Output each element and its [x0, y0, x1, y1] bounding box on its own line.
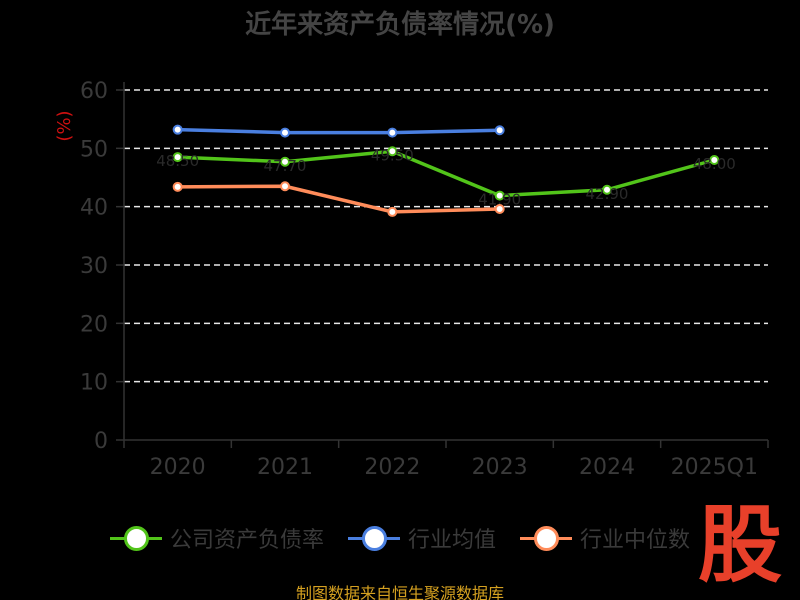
legend-item[interactable]: 行业均值: [347, 522, 496, 554]
series-line: [177, 127, 500, 135]
data-point: [280, 181, 290, 192]
series-line: [177, 184, 500, 214]
y-tick-label: 50: [80, 137, 108, 162]
legend-marker: [361, 526, 387, 551]
legend-item[interactable]: 公司资产负债率: [109, 522, 324, 554]
data-label: 42.90: [586, 185, 629, 203]
x-tick-label: 2020: [150, 455, 206, 480]
legend-label: 公司资产负债率: [169, 528, 324, 553]
series-line: [177, 149, 715, 198]
data-label: 48.00: [693, 155, 736, 173]
watermark-logo: 股: [697, 496, 782, 594]
data-point: [387, 127, 398, 138]
y-tick-label: 40: [80, 196, 108, 221]
data-label: 41.90: [478, 191, 521, 209]
data-label: 48.50: [156, 152, 199, 170]
y-tick-label: 20: [80, 312, 108, 337]
data-point: [172, 181, 183, 192]
data-point: [494, 204, 505, 214]
data-point: [172, 124, 183, 135]
x-tick-label: 2021: [257, 455, 313, 480]
data-label: 49.50: [371, 146, 414, 164]
legend-marker: [534, 526, 559, 551]
x-tick-label: 2022: [364, 455, 420, 480]
data-point: [602, 184, 612, 195]
source-note: 制图数据来自恒生聚源数据库: [295, 584, 504, 600]
legend-swatch: [520, 526, 572, 551]
legend-label: 行业均值: [407, 528, 496, 553]
legend-swatch: [347, 526, 400, 551]
data-point: [280, 127, 290, 138]
data-point: [494, 190, 505, 201]
legend: 公司资产负债率 行业均值 行业中位数: [0, 518, 800, 558]
data-point: [709, 155, 720, 165]
y-tick-label: 0: [94, 429, 108, 454]
data-point: [387, 206, 398, 217]
legend-swatch: [109, 526, 162, 551]
legend-marker: [123, 526, 149, 551]
legend-item[interactable]: 行业中位数: [520, 522, 690, 554]
data-point: [494, 125, 505, 136]
y-tick-label: 60: [80, 79, 108, 104]
y-tick-label: 30: [80, 254, 108, 279]
data-point: [280, 156, 290, 167]
y-axis-label: (%): [54, 110, 75, 141]
data-point: [172, 152, 183, 163]
y-tick-label: 10: [80, 371, 108, 396]
data-point: [387, 146, 398, 157]
chart-title: 近年来资产负债率情况(%): [245, 10, 555, 40]
x-tick-label: 2023: [472, 455, 528, 480]
x-tick-label: 2024: [579, 455, 635, 480]
x-tick-label: 2025Q1: [671, 455, 758, 480]
data-label: 47.70: [264, 157, 307, 175]
legend-label: 行业中位数: [580, 528, 691, 553]
